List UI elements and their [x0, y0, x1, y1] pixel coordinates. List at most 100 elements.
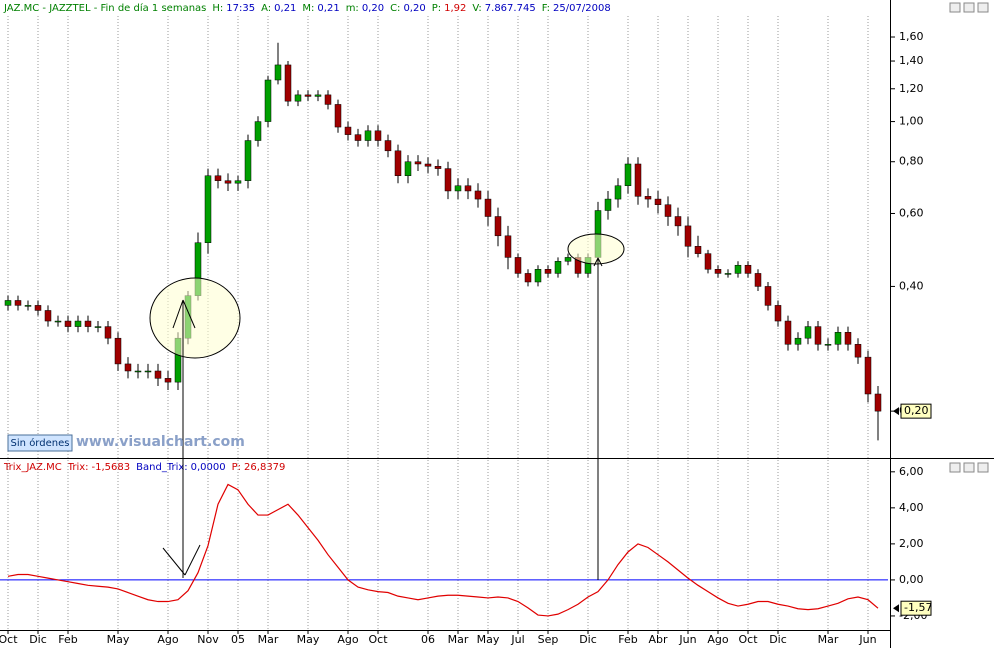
- price-header: JAZ.MC - JAZZTEL - Fin de día 1 semanas H…: [3, 2, 611, 14]
- y-tick-label: 1,20: [899, 82, 924, 95]
- candle-body: [284, 64, 292, 102]
- x-tick-label: Abr: [648, 633, 668, 646]
- candle-body: [214, 175, 222, 181]
- header-label: A:: [261, 3, 271, 14]
- header-value: 7.867.745: [485, 3, 536, 14]
- button-frame[interactable]: [7, 434, 73, 452]
- x-tick-label: Dic: [769, 633, 787, 646]
- x-tick-label: Ago: [707, 633, 729, 646]
- order-button[interactable]: Sin órdenes: [7, 434, 73, 452]
- candle-body: [634, 163, 642, 197]
- last-value-box: [900, 403, 932, 419]
- x-tick-label: May: [297, 633, 320, 646]
- candle-body: [774, 305, 782, 322]
- x-tick-label: Oct: [368, 633, 388, 646]
- minimize-button[interactable]: [949, 462, 961, 473]
- candle-body: [834, 332, 842, 345]
- window-buttons[interactable]: [949, 2, 989, 473]
- candle-body: [224, 180, 232, 184]
- header-title: JAZ.MC - JAZZTEL - Fin de día 1 semanas: [3, 2, 206, 14]
- candle-body: [244, 140, 252, 181]
- x-tick-label: Feb: [618, 633, 637, 646]
- legend-label: Band_Trix:: [136, 462, 188, 473]
- minimize-button[interactable]: [949, 2, 961, 13]
- candle-body: [804, 326, 812, 339]
- candle-body: [124, 363, 132, 372]
- candle-body: [24, 305, 32, 307]
- y-tick-label: 1,60: [899, 30, 924, 43]
- header-value: 25/07/2008: [553, 3, 611, 14]
- candle-body: [264, 79, 272, 122]
- maximize-button[interactable]: [963, 462, 975, 473]
- candle-body: [384, 140, 392, 152]
- candle-body: [14, 300, 22, 306]
- x-tick-label: Oct: [0, 633, 18, 646]
- header-value: 0,20: [403, 3, 425, 14]
- highlight-ellipse: [567, 233, 625, 265]
- indicator-line: [7, 483, 879, 617]
- legend-label: Trix:: [67, 462, 89, 473]
- candle-body: [94, 326, 102, 328]
- candle-body: [344, 126, 352, 135]
- y-tick-label: 0,00: [899, 573, 924, 586]
- candle-body: [34, 305, 42, 311]
- close-button[interactable]: [977, 462, 989, 473]
- close-button[interactable]: [977, 2, 989, 13]
- candle-body: [44, 310, 52, 322]
- x-tick-label: Ago: [337, 633, 359, 646]
- y-tick-label: 0,60: [899, 206, 924, 219]
- candle-body: [684, 225, 692, 247]
- candle-body: [534, 269, 542, 283]
- candle-body: [254, 121, 262, 141]
- candle-body: [424, 163, 432, 167]
- candle-body: [864, 356, 872, 395]
- indicator-header: Trix_JAZ.MC Trix: -1,5683 Band_Trix: 0,0000 P…: [3, 462, 285, 473]
- legend-label: P:: [232, 462, 241, 473]
- candle-body: [464, 185, 472, 192]
- x-tick-label: Mar: [258, 633, 279, 646]
- candle-body: [104, 326, 112, 339]
- x-tick-label: Dic: [579, 633, 597, 646]
- candle-body: [444, 168, 452, 192]
- header-label: H:: [212, 3, 223, 14]
- legend-value: 0,0000: [191, 462, 226, 473]
- maximize-button[interactable]: [963, 2, 975, 13]
- last-value-label: 0,20: [904, 404, 929, 417]
- x-tick-label: Sep: [538, 633, 559, 646]
- candle-body: [144, 370, 152, 373]
- candle-body: [304, 94, 312, 97]
- x-tick-label: Jul: [510, 633, 524, 646]
- header-value: 0,21: [274, 3, 296, 14]
- candle-body: [714, 269, 722, 274]
- candle-body: [164, 378, 172, 383]
- candle-body: [64, 320, 72, 327]
- y-tick-label: 6,00: [899, 465, 924, 478]
- candle-body: [134, 370, 142, 373]
- x-tick-label: Ago: [157, 633, 179, 646]
- header-value: 0,21: [317, 3, 339, 14]
- x-tick-label: Oct: [738, 633, 758, 646]
- candle-body: [274, 64, 282, 81]
- legend-value: -1,5683: [92, 462, 131, 473]
- header-label: V:: [472, 3, 481, 14]
- candle-body: [664, 204, 672, 217]
- candle-body: [724, 273, 732, 275]
- candle-body: [434, 166, 442, 169]
- indicator-text: Trix_JAZ.MC Trix: -1,5683 Band_Trix: 0,0000 P…: [3, 462, 285, 473]
- grid: Oct Dic Feb May Ago Nov 05 Mar May Ago Oct 06 Mar May…: [0, 16, 927, 646]
- last-value-label: -1,57: [904, 601, 932, 614]
- header-value: 17:35: [226, 3, 255, 14]
- candle-body: [4, 300, 12, 306]
- candle-body: [154, 370, 162, 379]
- header-label: m:: [346, 3, 359, 14]
- x-tick-label: Feb: [58, 633, 77, 646]
- candle-body: [794, 337, 802, 345]
- candle-body: [414, 161, 422, 165]
- header-value: 0,20: [362, 3, 384, 14]
- candle-body: [764, 286, 772, 306]
- legend-value: 26,8379: [244, 462, 285, 473]
- button-label[interactable]: Sin órdenes: [11, 437, 70, 449]
- header-label: P:: [432, 3, 441, 14]
- header-text: JAZ.MC - JAZZTEL - Fin de día 1 semanas H…: [3, 2, 611, 14]
